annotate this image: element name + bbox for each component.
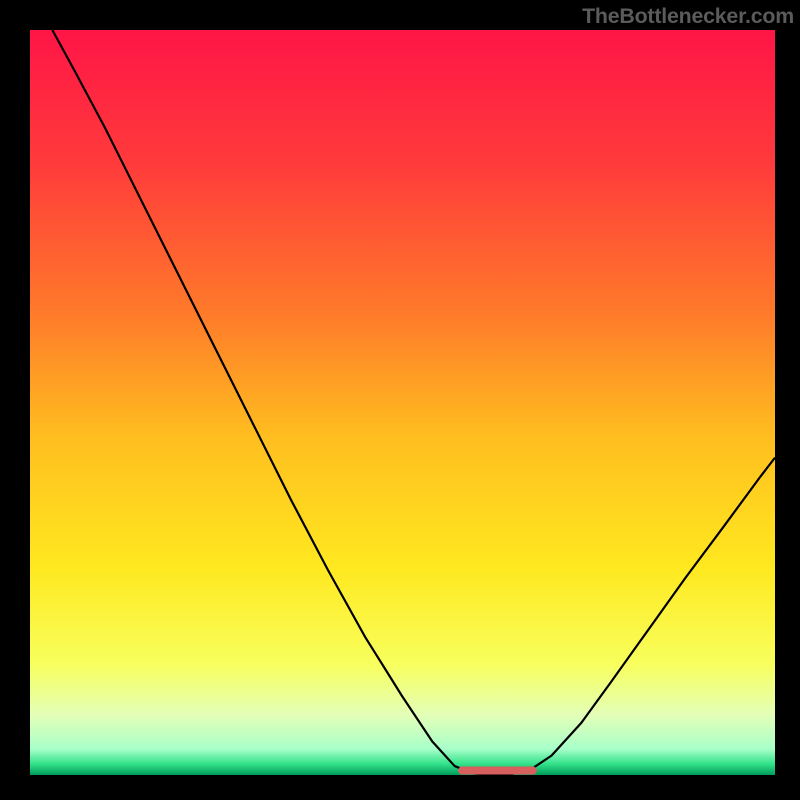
chart-container: TheBottlenecker.com <box>0 0 800 800</box>
chart-svg <box>0 0 800 800</box>
plot-background <box>30 30 775 775</box>
watermark-text: TheBottlenecker.com <box>582 4 794 29</box>
